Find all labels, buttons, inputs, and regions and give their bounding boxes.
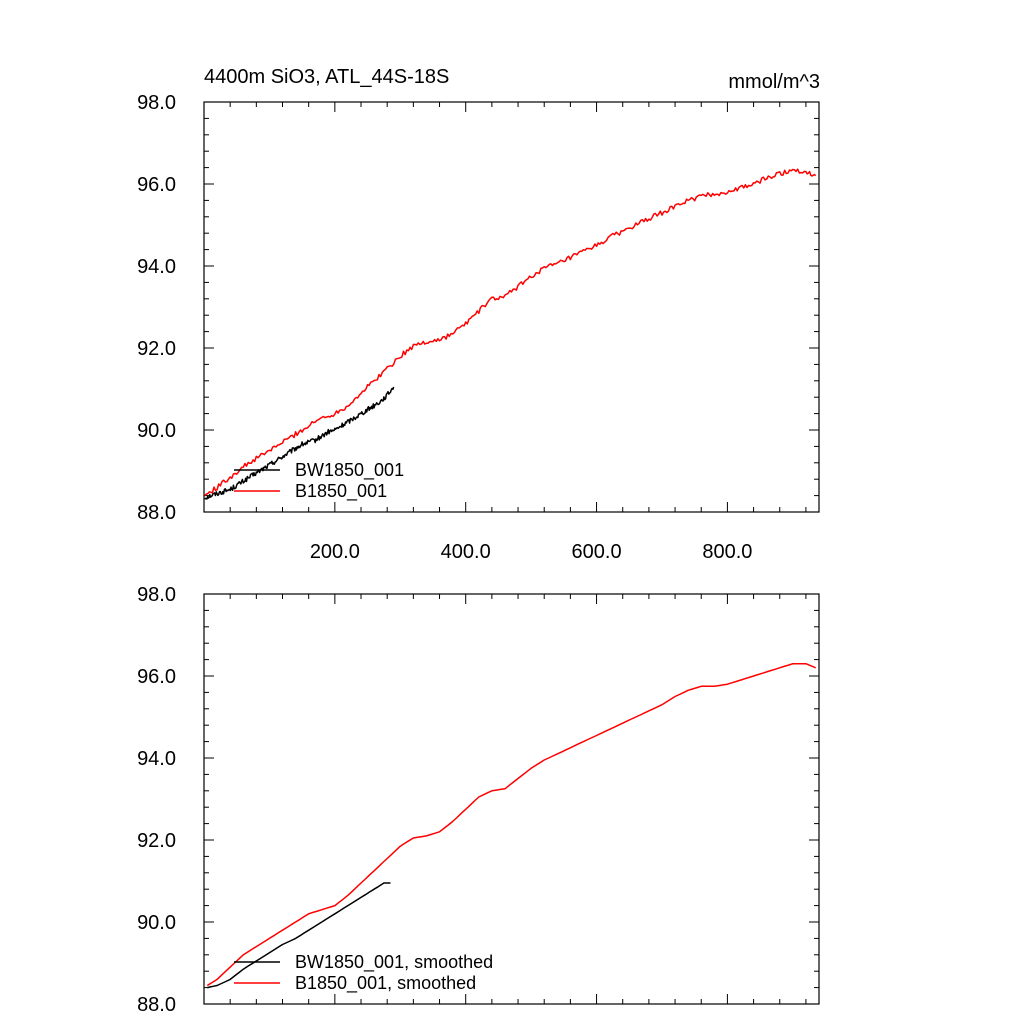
x-tick-label: 400.0 <box>441 541 491 563</box>
units-label: mmol/m^3 <box>728 71 820 93</box>
x-tick-label: 800.0 <box>702 541 752 563</box>
y-tick-label: 88.0 <box>137 502 176 524</box>
plot-frame-bottom <box>203 593 820 1005</box>
legend-label-bw1850: BW1850_001 <box>295 460 404 481</box>
top-panel: 4400m SiO3, ATL_44S-18S mmol/m^3 88.0 90.… <box>137 66 820 563</box>
y-tick-label: 94.0 <box>137 748 176 770</box>
tick-group-bottom: 88.0 90.0 92.0 94.0 96.0 98.0 <box>137 584 819 1016</box>
series-line-bw1850-001 <box>204 386 395 500</box>
y-tick-label: 98.0 <box>137 584 176 606</box>
y-tick-label: 96.0 <box>137 666 176 688</box>
y-tick-label: 94.0 <box>137 256 176 278</box>
legend-bottom: BW1850_001, smoothed B1850_001, smoothed <box>234 952 493 994</box>
series-group-top <box>204 168 817 500</box>
legend-label-b1850-smoothed: B1850_001, smoothed <box>295 973 476 994</box>
legend-label-b1850: B1850_001 <box>295 481 387 502</box>
y-tick-label: 90.0 <box>137 912 176 934</box>
x-tick-label: 600.0 <box>572 541 622 563</box>
chart-title: 4400m SiO3, ATL_44S-18S <box>204 66 449 88</box>
y-tick-label: 88.0 <box>137 994 176 1016</box>
legend-top: BW1850_001 B1850_001 <box>234 460 404 502</box>
plot-frame-top <box>203 101 820 513</box>
tick-group-top: 88.0 90.0 92.0 94.0 96.0 98.0 200.0 400.0 600.0 8… <box>137 92 819 563</box>
y-tick-label: 98.0 <box>137 92 176 114</box>
series-line-b1850-001-smoothed <box>206 662 817 987</box>
bottom-panel: 88.0 90.0 92.0 94.0 96.0 98.0 BW1850_001, smo… <box>137 584 820 1016</box>
legend-label-bw1850-smoothed: BW1850_001, smoothed <box>295 952 493 973</box>
y-tick-label: 90.0 <box>137 420 176 442</box>
series-line-bw1850-001-smoothed <box>207 882 391 989</box>
y-tick-label: 92.0 <box>137 830 176 852</box>
x-tick-label: 200.0 <box>310 541 360 563</box>
series-group-bottom <box>206 662 817 989</box>
y-tick-label: 92.0 <box>137 338 176 360</box>
series-line-b1850-001 <box>204 168 817 497</box>
y-tick-label: 96.0 <box>137 174 176 196</box>
